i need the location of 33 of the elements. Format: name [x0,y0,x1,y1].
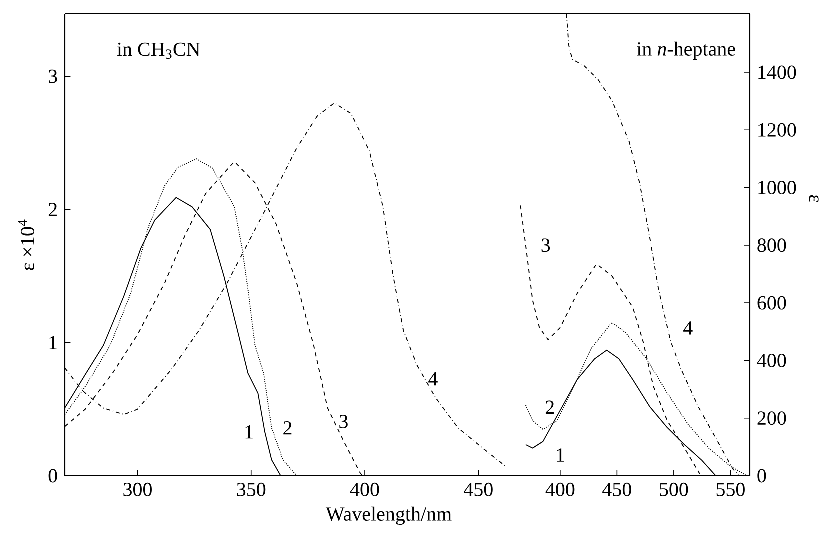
annotation: in CH$_{3}$CN [117,42,200,60]
y-axis-title: ε ×10$^{4}$ [18,220,34,270]
y2-tick-label: 1200 [758,123,796,137]
y2-tick-label: 1000 [758,181,796,195]
x-tick-label: 300 [124,482,152,496]
y2-tick-label: 200 [758,412,786,426]
series-label: 1 [557,448,564,462]
y-tick-label: 1 [50,336,57,350]
x-tick-label: 400 [350,482,380,496]
x-tick-label: 350 [237,482,266,496]
y2-axis-title: ε [809,195,819,202]
y2-tick-label: 400 [757,354,786,368]
x-tick-label: 500 [660,482,688,496]
y2-tick-label: 1400 [758,66,796,80]
x-tick-label: 450 [464,482,493,496]
y2-tick-label: 600 [758,296,786,310]
y-tick-label: 0 [48,469,58,483]
series-label: 3 [340,415,348,428]
x-axis-title: Wavelength/nm [326,506,452,526]
x-tick-label: 450 [602,482,632,496]
series-label: 2 [284,421,292,435]
series-label: 2 [546,400,554,414]
x-tick-label: 550 [716,482,745,496]
series-label: 4 [428,372,438,386]
y2-tick-label: 0 [758,469,766,483]
y-tick-label: 2 [48,203,57,216]
series-label: 3 [542,238,550,252]
annotation: in n-heptane [637,42,736,60]
series-label: 4 [684,322,693,335]
x-tick-label: 400 [546,482,575,496]
series-label: 1 [246,425,253,439]
y-tick-label: 3 [49,70,58,84]
y2-tick-label: 800 [758,238,786,252]
